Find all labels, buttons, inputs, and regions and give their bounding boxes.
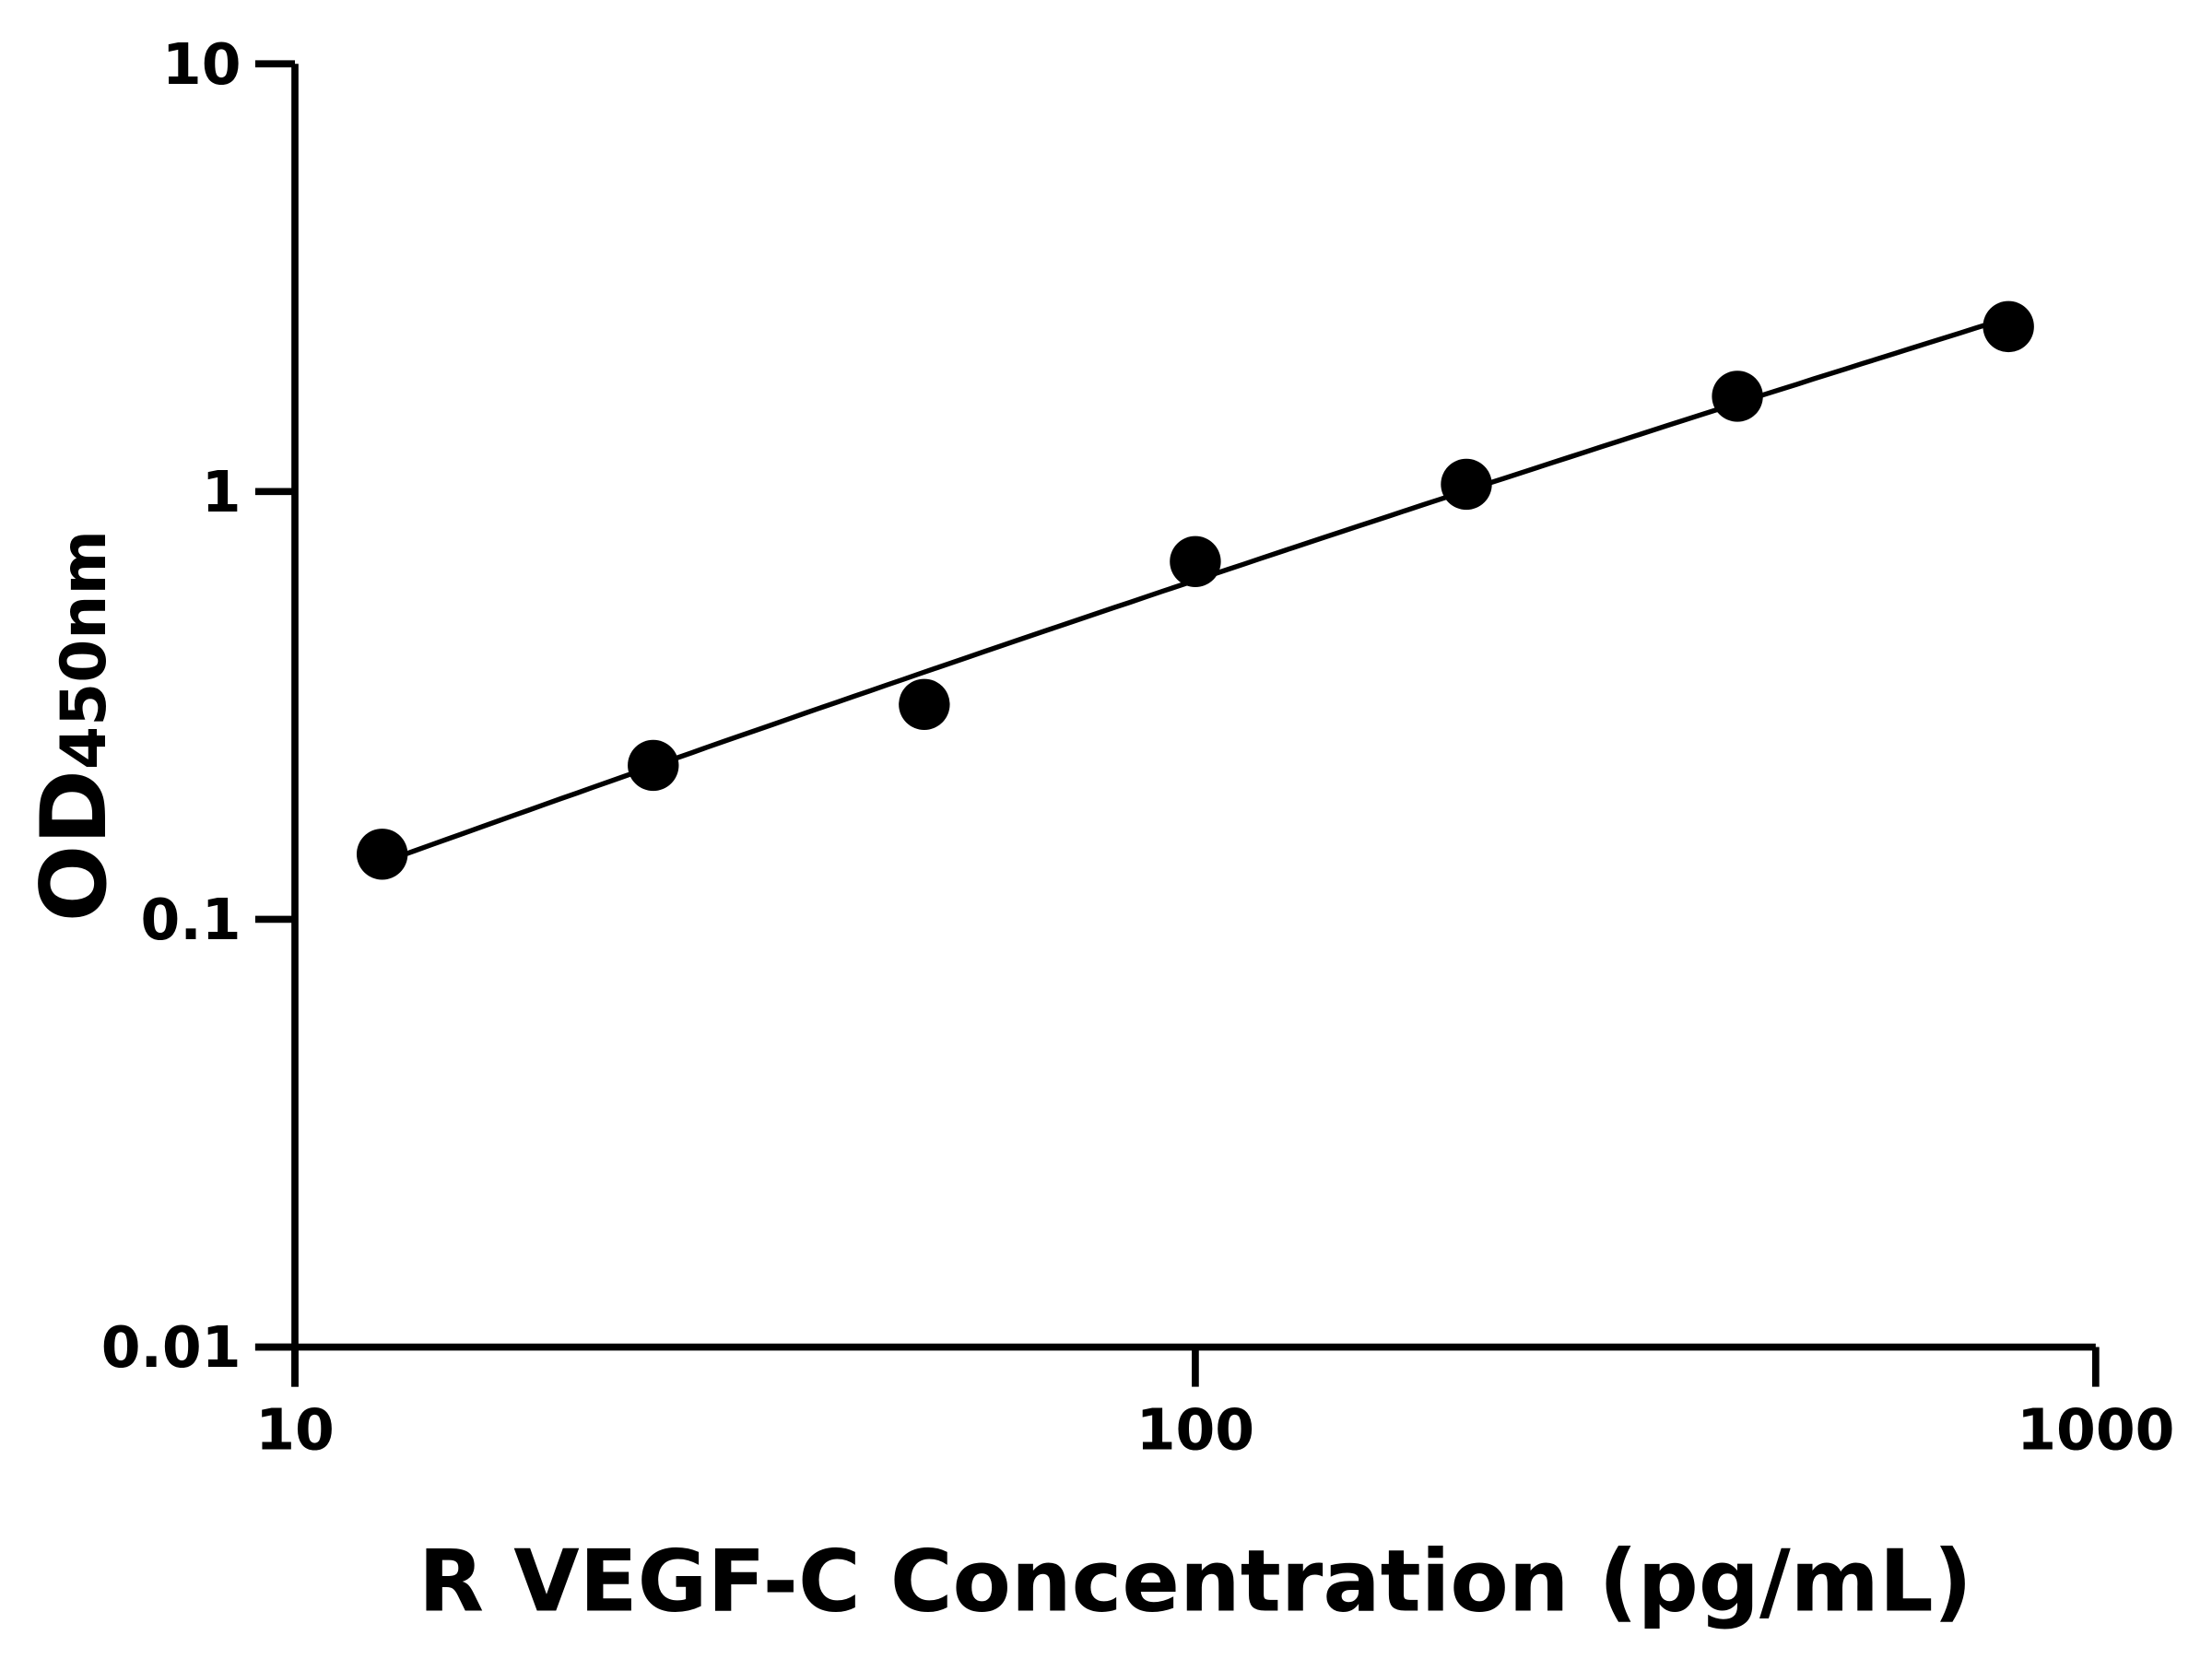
data-point: [1983, 300, 2034, 353]
x-axis-label: R VEGF-C Concentration (pg/mL): [418, 1532, 1972, 1631]
y-axis-label-subscript: 450nm: [47, 530, 120, 770]
y-tick-label: 0.1: [141, 887, 241, 953]
data-point: [628, 739, 679, 792]
y-axis-label-main: OD: [22, 770, 127, 922]
y-tick-label: 10: [162, 31, 241, 98]
data-point: [356, 829, 408, 880]
y-axis-label: OD450nm: [22, 530, 127, 922]
data-point: [1441, 458, 1492, 511]
data-point: [1712, 371, 1763, 422]
x-tick-label: 1000: [2017, 1396, 2174, 1463]
y-tick-label: 0.01: [101, 1314, 241, 1381]
y-tick-label: 1: [202, 459, 241, 525]
fit-curve: [381, 315, 2010, 865]
x-tick-label: 100: [1136, 1396, 1254, 1463]
data-point: [899, 678, 950, 730]
x-tick-label: 10: [255, 1396, 335, 1463]
data-point: [1170, 535, 1221, 587]
